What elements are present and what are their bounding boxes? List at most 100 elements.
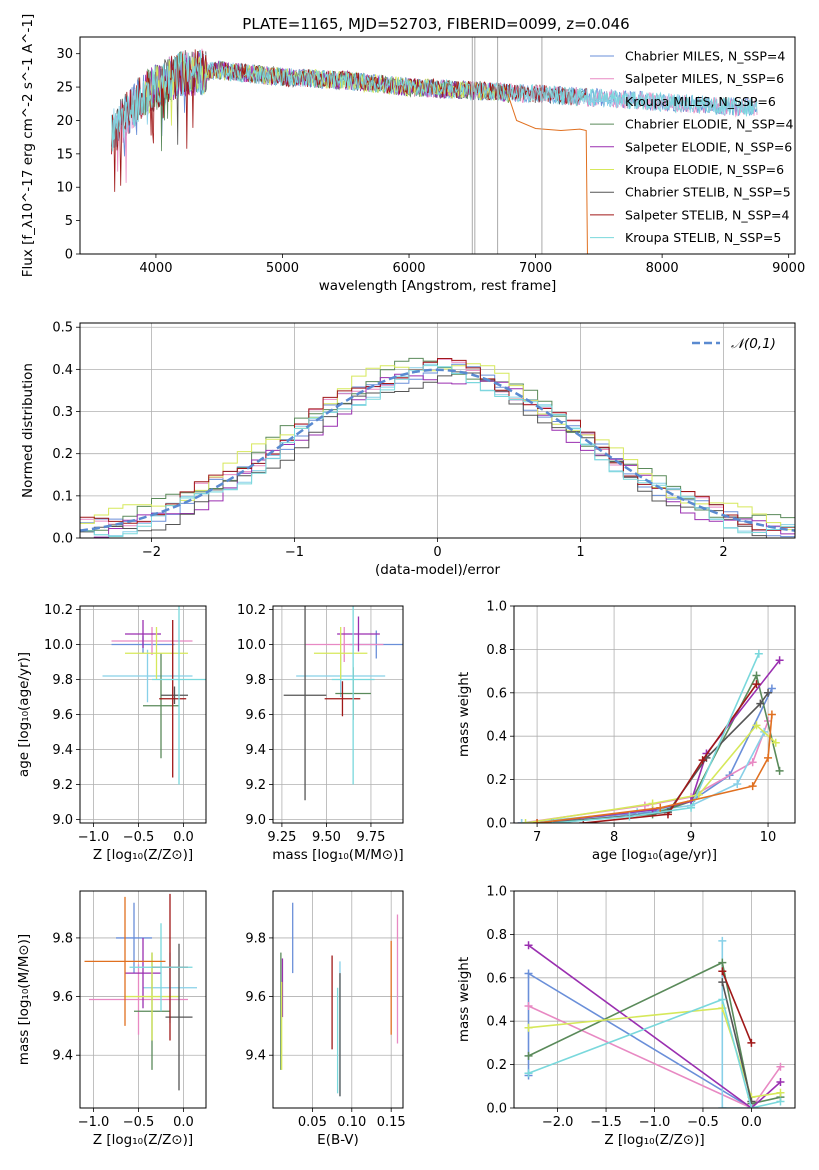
plus-marker (524, 1069, 533, 1078)
plus-marker (521, 819, 530, 823)
plus-marker (718, 1104, 727, 1108)
mass-weight-vs-metallicity-panel: −2.0 −1.5 −1.0 −0.5 0.0 0.0 0.2 0.4 0.6 0.8 1.0 Z [… (456, 885, 796, 1148)
x-tick-label: −1 (285, 545, 304, 560)
plus-marker (656, 803, 665, 812)
age-vs-metallicity-panel: −1.0 −0.5 0.0 9.0 9.2 9.4 9.6 9.8 10.0 10.2 Z [log… (16, 603, 207, 863)
plus-marker (747, 1038, 756, 1047)
y-tick-label: 0 (65, 248, 73, 263)
legend: Chabrier MILES, N_SSP=4 Salpeter MILES, N… (590, 49, 794, 245)
plus-marker (767, 710, 776, 719)
x-axis-label: E(B-V) (317, 1132, 359, 1148)
y-axis-label: Normed distribution (20, 363, 36, 498)
mass-vs-metallicity-panel: −1.0 −0.5 0.0 9.4 9.6 9.8 Z [log₁₀(Z/Z⊙)] mass … (16, 890, 207, 1148)
mass-weight-line (528, 998, 781, 1108)
plus-marker (771, 738, 780, 747)
plot-frame (79, 322, 796, 539)
y-axis-label: mass weight (456, 957, 472, 1042)
x-tick-label: −0.5 (687, 1115, 719, 1130)
plus-marker (776, 1088, 785, 1097)
plot-area (102, 606, 206, 785)
legend-entry: Kroupa MILES, N_SSP=6 (625, 94, 776, 109)
mass-weight-line (583, 683, 758, 823)
y-axis-label: age [log₁₀(age/yr)] (16, 652, 32, 777)
x-tick-label: 7000 (519, 261, 552, 276)
x-tick-label: 5000 (266, 261, 299, 276)
x-tick-label: −0.5 (123, 830, 155, 845)
histogram-series (80, 371, 795, 538)
x-axis-label: mass [log₁₀(M/M⊙)] (272, 847, 403, 863)
x-tick-label: 9.75 (356, 830, 385, 845)
plus-marker (517, 819, 526, 823)
plus-marker (775, 656, 784, 665)
legend-entry: Salpeter MILES, N_SSP=6 (625, 71, 784, 86)
plus-marker (776, 1097, 785, 1106)
legend-entry: 𝒩(0,1) (731, 336, 776, 352)
y-tick-label: 1.0 (486, 600, 507, 615)
legend-entry: Chabrier MILES, N_SSP=4 (625, 49, 785, 64)
plus-marker (524, 969, 533, 978)
mass-weight-line (528, 1005, 782, 1108)
plot-area (80, 357, 795, 538)
y-tick-label: 1.0 (486, 885, 507, 900)
legend-entry: Salpeter STELIB, N_SSP=4 (625, 207, 790, 222)
y-tick-label: 9.8 (52, 931, 73, 946)
mass-weight-line (721, 981, 753, 1102)
y-tick-label: 9.8 (245, 931, 266, 946)
y-tick-label: 0.6 (486, 971, 507, 986)
plus-marker (625, 812, 634, 821)
y-tick-label: 9.8 (52, 673, 73, 688)
legend-entry: Kroupa ELODIE, N_SSP=6 (625, 162, 784, 177)
figure-title: PLATE=1165, MJD=52703, FIBERID=0099, z=0… (242, 15, 629, 33)
legend-entry: Kroupa STELIB, N_SSP=5 (625, 230, 781, 245)
y-axis-label: Flux [f_λ10^-17 erg cm^-2 s^-1 A^-1] (20, 14, 36, 277)
plus-marker (718, 978, 727, 987)
x-tick-label: −1.0 (639, 1115, 671, 1130)
x-tick-label: −1.0 (78, 1115, 110, 1130)
plot-frame (272, 890, 404, 1109)
x-tick-label: 10 (760, 830, 777, 845)
y-tick-label: 9.0 (245, 813, 266, 828)
mass-weight-line (721, 970, 753, 1044)
plus-marker (748, 782, 757, 791)
plus-marker (775, 766, 784, 775)
y-tick-label: 0.0 (52, 532, 73, 547)
plus-marker (764, 688, 773, 697)
x-tick-label: −1.5 (590, 1115, 622, 1130)
x-tick-label: 2 (719, 545, 727, 560)
y-tick-label: 0.4 (486, 730, 507, 745)
y-tick-label: 0.0 (486, 1102, 507, 1117)
spectrum-line (111, 49, 587, 192)
mass-weight-line (537, 673, 781, 823)
y-tick-label: 0.6 (486, 686, 507, 701)
y-tick-label: 9.2 (52, 778, 73, 793)
plus-marker (752, 671, 761, 680)
spectrum-line (142, 51, 511, 126)
y-tick-label: 15 (56, 147, 73, 162)
x-tick-label: 8 (610, 830, 618, 845)
plot-frame (513, 605, 796, 824)
x-axis-label: (data-model)/error (375, 562, 501, 578)
plot-frame (272, 605, 404, 824)
x-tick-label: −2.0 (542, 1115, 574, 1130)
plus-marker (748, 758, 757, 767)
x-tick-label: 0.15 (377, 1115, 406, 1130)
y-tick-label: 9.6 (245, 990, 266, 1005)
y-tick-label: 0.8 (486, 928, 507, 943)
plus-marker (718, 995, 727, 1004)
x-axis-label: age [log₁₀(age/yr)] (592, 847, 717, 863)
x-tick-label: 0.0 (173, 830, 194, 845)
x-tick-label: −2 (142, 545, 161, 560)
y-tick-label: 5 (65, 214, 73, 229)
plus-marker (718, 958, 727, 967)
spectrum-orange-drop (507, 93, 588, 254)
plot-area (517, 649, 784, 823)
y-tick-label: 0.2 (486, 1058, 507, 1073)
plus-marker (754, 649, 763, 658)
plot-frame (79, 890, 207, 1109)
plus-marker (776, 1077, 785, 1086)
x-tick-label: 9000 (772, 261, 805, 276)
plot-area (280, 902, 399, 1097)
y-tick-label: 0.8 (486, 643, 507, 658)
y-tick-label: 9.4 (245, 743, 266, 758)
